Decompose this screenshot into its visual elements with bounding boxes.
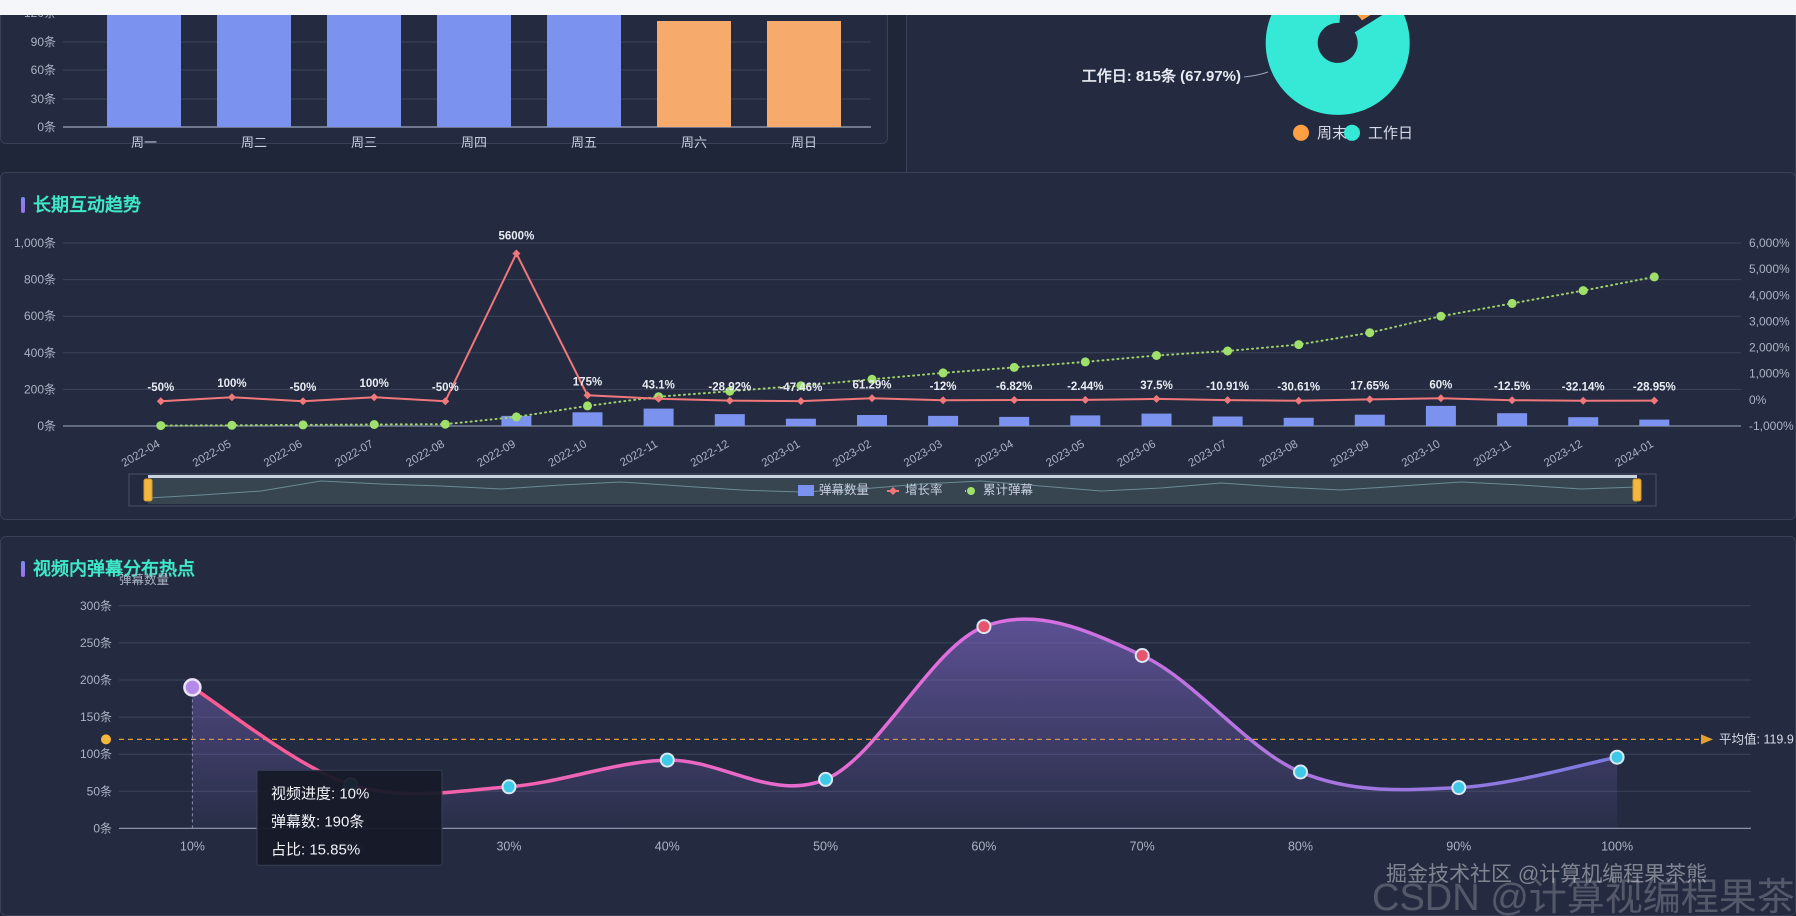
svg-text:增长率: 增长率 <box>905 482 943 497</box>
svg-text:累计弹幕: 累计弹幕 <box>983 483 1034 497</box>
svg-text:-12%: -12% <box>930 381 957 393</box>
svg-text:2023-09: 2023-09 <box>1329 438 1372 470</box>
svg-text:2022-11: 2022-11 <box>618 438 660 469</box>
svg-text:600条: 600条 <box>24 309 56 323</box>
svg-text:175%: 175% <box>573 376 602 388</box>
svg-text:平均值: 119.9: 平均值: 119.9 <box>1719 731 1794 746</box>
svg-text:-50%: -50% <box>290 382 317 394</box>
svg-text:2023-02: 2023-02 <box>831 438 874 470</box>
svg-text:10%: 10% <box>180 839 205 853</box>
svg-text:100%: 100% <box>217 378 246 390</box>
svg-text:周末: 周末 <box>1317 125 1347 142</box>
svg-text:300条: 300条 <box>80 599 112 613</box>
svg-text:5,000%: 5,000% <box>1749 262 1790 276</box>
svg-text:2,000%: 2,000% <box>1749 341 1790 355</box>
svg-text:占比: 15.85%: 占比: 15.85% <box>271 841 360 858</box>
svg-text:工作日: 815条 (67.97%): 工作日: 815条 (67.97%) <box>1082 67 1241 85</box>
svg-text:周五: 周五 <box>571 135 597 150</box>
svg-text:2022-12: 2022-12 <box>689 438 732 470</box>
svg-text:200条: 200条 <box>24 382 56 396</box>
svg-text:周二: 周二 <box>241 135 267 150</box>
svg-text:2022-06: 2022-06 <box>262 438 305 470</box>
svg-text:周一: 周一 <box>131 135 157 150</box>
svg-text:3,000%: 3,000% <box>1749 314 1790 328</box>
svg-text:-28.92%: -28.92% <box>708 382 751 394</box>
svg-text:周三: 周三 <box>351 135 377 150</box>
svg-text:250条: 250条 <box>80 636 112 650</box>
svg-text:2022-04: 2022-04 <box>120 438 163 470</box>
svg-text:60%: 60% <box>1429 379 1452 391</box>
svg-text:60%: 60% <box>971 839 996 853</box>
svg-text:37.5%: 37.5% <box>1140 380 1173 392</box>
svg-text:6,000%: 6,000% <box>1749 236 1790 250</box>
svg-text:2023-06: 2023-06 <box>1115 438 1158 470</box>
svg-text:4,000%: 4,000% <box>1749 288 1790 302</box>
svg-text:5600%: 5600% <box>498 231 534 243</box>
svg-text:1,000%: 1,000% <box>1749 367 1790 381</box>
svg-text:70%: 70% <box>1130 839 1155 853</box>
svg-text:周四: 周四 <box>461 135 487 150</box>
svg-text:50条: 50条 <box>87 784 112 798</box>
svg-text:43.1%: 43.1% <box>642 380 675 392</box>
svg-text:100%: 100% <box>359 378 388 390</box>
svg-text:-50%: -50% <box>147 382 174 394</box>
svg-text:90%: 90% <box>1446 839 1471 853</box>
svg-text:-10.91%: -10.91% <box>1206 381 1249 393</box>
svg-text:2024-01: 2024-01 <box>1613 438 1656 470</box>
svg-text:周日: 周日 <box>791 135 817 150</box>
svg-text:800条: 800条 <box>24 273 56 287</box>
svg-text:0条: 0条 <box>37 120 56 134</box>
svg-text:2023-11: 2023-11 <box>1472 438 1514 469</box>
svg-text:-30.61%: -30.61% <box>1277 382 1320 394</box>
svg-text:40%: 40% <box>655 839 680 853</box>
svg-text:2022-05: 2022-05 <box>191 438 234 470</box>
svg-text:0条: 0条 <box>37 419 56 433</box>
svg-text:2023-12: 2023-12 <box>1542 438 1585 470</box>
svg-text:60条: 60条 <box>31 63 56 77</box>
svg-text:80%: 80% <box>1288 839 1313 853</box>
svg-text:视频进度: 10%: 视频进度: 10% <box>271 785 369 802</box>
svg-text:-1,000%: -1,000% <box>1749 419 1794 433</box>
svg-text:-2.44%: -2.44% <box>1067 381 1103 393</box>
svg-text:-32.14%: -32.14% <box>1562 382 1605 394</box>
svg-text:工作日: 工作日 <box>1368 125 1413 142</box>
svg-text:-12.5%: -12.5% <box>1494 381 1530 393</box>
svg-text:2023-01: 2023-01 <box>760 438 803 470</box>
svg-text:弹幕数量: 弹幕数量 <box>119 572 169 587</box>
svg-text:100%: 100% <box>1601 839 1633 853</box>
svg-text:2023-07: 2023-07 <box>1187 438 1230 470</box>
svg-text:200条: 200条 <box>80 673 112 687</box>
svg-text:17.65%: 17.65% <box>1350 380 1389 392</box>
svg-text:2023-08: 2023-08 <box>1258 438 1301 470</box>
svg-text:50%: 50% <box>813 839 838 853</box>
svg-text:1,000条: 1,000条 <box>14 236 56 250</box>
svg-text:2022-08: 2022-08 <box>404 438 447 470</box>
svg-text:150条: 150条 <box>80 710 112 724</box>
svg-text:100条: 100条 <box>80 747 112 761</box>
svg-text:2022-10: 2022-10 <box>546 438 589 470</box>
svg-text:弹幕数量: 弹幕数量 <box>819 482 869 497</box>
svg-text:0%: 0% <box>1749 393 1767 407</box>
svg-text:400条: 400条 <box>24 346 56 360</box>
svg-text:90条: 90条 <box>31 35 56 49</box>
svg-text:2022-09: 2022-09 <box>475 438 518 470</box>
svg-text:61.29%: 61.29% <box>852 379 891 391</box>
svg-text:30条: 30条 <box>31 92 56 106</box>
svg-text:2022-07: 2022-07 <box>333 438 376 470</box>
svg-text:弹幕数: 190条: 弹幕数: 190条 <box>271 813 364 830</box>
svg-text:2023-03: 2023-03 <box>902 438 945 470</box>
svg-text:-6.82%: -6.82% <box>996 381 1032 393</box>
svg-text:-50%: -50% <box>432 382 459 394</box>
svg-text:2023-10: 2023-10 <box>1400 438 1443 470</box>
svg-text:30%: 30% <box>496 839 521 853</box>
svg-text:2023-05: 2023-05 <box>1044 438 1087 470</box>
svg-text:-47.46%: -47.46% <box>779 382 822 394</box>
svg-text:-28.95%: -28.95% <box>1633 382 1676 394</box>
svg-text:0条: 0条 <box>93 821 112 835</box>
svg-text:周六: 周六 <box>681 135 707 150</box>
svg-text:2023-04: 2023-04 <box>973 438 1016 470</box>
